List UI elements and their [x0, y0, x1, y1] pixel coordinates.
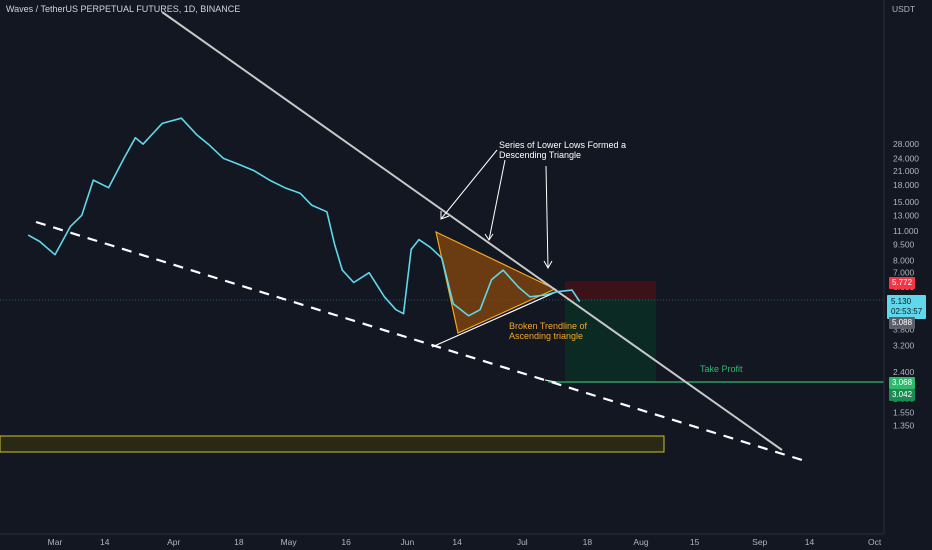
countdown-value: 02:53:57	[891, 307, 923, 316]
current-price-value: 5.130	[891, 297, 912, 306]
y-tick-label: 15.000	[893, 197, 919, 207]
y-tick-label: 9.500	[893, 239, 915, 249]
x-tick-label: 18	[234, 537, 244, 547]
price-series-line	[27, 117, 581, 317]
ascending-trendline	[431, 291, 557, 348]
x-tick-label: Mar	[48, 537, 63, 547]
y-tick-label: 11.000	[893, 226, 919, 236]
y-tick-label: 3.800	[893, 324, 915, 334]
y-tick-label: 18.000	[893, 180, 919, 190]
x-tick-label: Aug	[633, 537, 648, 547]
breakdown-line	[544, 379, 557, 383]
broken-trendline-annotation: Broken Trendline of Ascending triangle	[509, 321, 587, 341]
y-tick-label: 1.350	[893, 420, 915, 430]
descending-triangle	[435, 230, 557, 334]
broken-annotation-line2: Ascending triangle	[509, 331, 584, 341]
x-tick-label: 18	[583, 537, 593, 547]
y-tick-label: 1.550	[893, 408, 915, 418]
y-tick-label: 2.400	[893, 367, 915, 377]
resistance-trendline	[161, 11, 783, 451]
series-annotation: Series of Lower Lows Formed a Descending…	[499, 140, 626, 160]
current-price-badge: 5.130 02:53:57	[887, 295, 927, 319]
x-tick-label: Jun	[401, 537, 415, 547]
y-tick-label: 3.200	[893, 340, 915, 350]
x-tick-label: Apr	[167, 537, 180, 547]
y-tick-label: 7.000	[893, 268, 915, 278]
support-box	[0, 435, 665, 453]
series-annotation-line1: Series of Lower Lows Formed a	[499, 140, 627, 150]
stop-loss-zone	[565, 281, 656, 300]
price-axis[interactable]	[884, 0, 932, 550]
y-tick-label: 21.000	[893, 166, 919, 176]
x-tick-label: 14	[100, 537, 110, 547]
x-tick-label: 16	[341, 537, 351, 547]
x-tick-label: 15	[690, 537, 700, 547]
arrows	[440, 149, 553, 270]
x-tick-label: May	[281, 537, 298, 547]
x-tick-label: Sep	[752, 537, 767, 547]
broken-annotation-line1: Broken Trendline of	[509, 321, 588, 331]
x-tick-label: 14	[452, 537, 462, 547]
currency-label: USDT	[892, 4, 915, 14]
y-tick-label: 13.000	[893, 210, 919, 220]
y-tick-label: 28.000	[893, 139, 919, 149]
series-annotation-line2: Descending Triangle	[499, 150, 582, 160]
prev-price-badge: 5.088	[889, 317, 916, 329]
x-tick-label: 14	[805, 537, 815, 547]
x-tick-label: Jul	[517, 537, 528, 547]
price-badge-top: 5.772	[889, 277, 916, 289]
target-zone	[565, 300, 656, 382]
take-profit-label: Take Profit	[700, 364, 743, 374]
take-profit-badge-1: 3.068	[889, 377, 916, 389]
chart-title: Waves / TetherUS PERPETUAL FUTURES, 1D, …	[6, 4, 241, 14]
take-profit-badge-2: 3.042	[889, 389, 916, 401]
y-tick-label: 24.000	[893, 153, 919, 163]
x-axis-ticks[interactable]: Mar 14 Apr 18 May 16 Jun 14 Jul 18 Aug 15 Sep 14 Oct	[48, 537, 882, 547]
support-trendline-dashed	[35, 220, 803, 462]
y-tick-label: 8.000	[893, 255, 915, 265]
x-tick-label: Oct	[868, 537, 882, 547]
